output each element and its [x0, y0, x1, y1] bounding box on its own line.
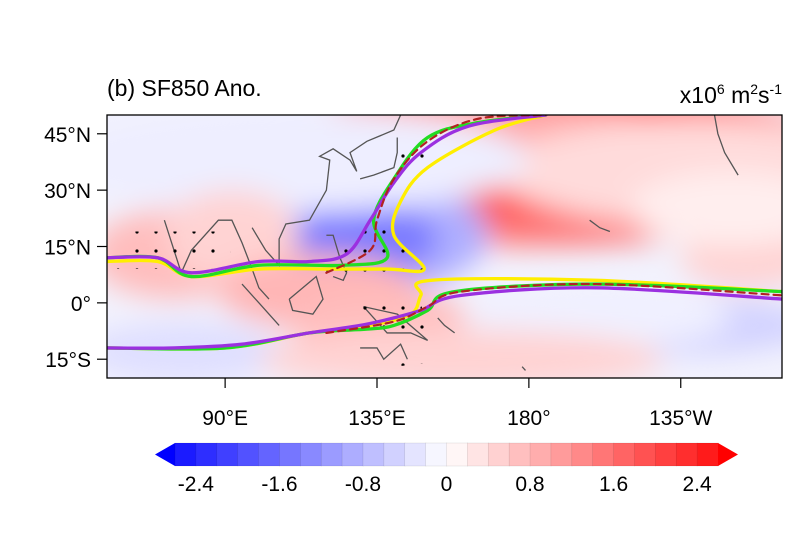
- colorbar: -2.4 -1.6 -0.8 0 0.8 1.6 2.4: [155, 442, 738, 496]
- colorbar-box: [237, 442, 260, 467]
- colorbar-box: [174, 442, 197, 467]
- colorbar-box: [634, 442, 656, 467]
- colorbar-label: 1.6: [599, 473, 628, 496]
- units-label: x106 m2s-1: [680, 81, 782, 108]
- coastline-11: [521, 366, 526, 371]
- y-tick-label: 30°N: [44, 180, 91, 203]
- colorbar-box: [341, 442, 364, 467]
- colorbar-box: [508, 442, 531, 467]
- contour-dashed-red-0: [325, 115, 547, 274]
- coastline-4: [288, 275, 324, 315]
- colorbar-box: [320, 442, 343, 467]
- y-tick-label: 0°: [71, 293, 91, 316]
- contour-dashed-red-1: [325, 282, 782, 335]
- colorbar-box: [279, 442, 301, 467]
- colorbar-low-triangle: [155, 443, 175, 466]
- colorbar-box: [446, 442, 468, 467]
- contour-green-0: [107, 115, 548, 279]
- y-tick-label: 45°N: [44, 124, 91, 147]
- colorbar-box: [529, 442, 552, 467]
- colorbar-label: 0.8: [515, 473, 544, 496]
- colorbar-box: [696, 442, 719, 467]
- colorbar-box: [571, 442, 594, 467]
- contour-purple-0: [107, 115, 548, 275]
- colorbar-box: [487, 442, 510, 467]
- coastline-10: [437, 317, 456, 334]
- contour-purple-1: [107, 286, 782, 350]
- map-plot: [107, 115, 782, 378]
- colorbar-label: -2.4: [178, 473, 215, 496]
- colorbar-box: [300, 442, 322, 467]
- y-tick-label: 15°S: [45, 349, 91, 372]
- x-axis: 90°E 135°E 180° 135°W: [202, 378, 713, 430]
- stipple-region-4: [393, 347, 428, 367]
- stipple-region-0: [117, 231, 232, 270]
- chart-title: (b) SF850 Ano.: [107, 75, 262, 101]
- colorbar-box: [216, 442, 239, 467]
- x-tick-label: 135°W: [649, 407, 712, 430]
- colorbar-box: [550, 442, 573, 467]
- colorbar-box: [258, 442, 281, 467]
- colorbar-box: [613, 442, 636, 467]
- colorbar-label: -0.8: [345, 473, 381, 496]
- colorbar-box: [592, 442, 615, 467]
- colorbar-box: [655, 442, 677, 467]
- y-tick-label: 15°N: [44, 237, 91, 260]
- contour-lines: [107, 115, 782, 351]
- colorbar-box: [675, 442, 698, 467]
- coastline-3: [241, 283, 280, 326]
- coastline-8: [713, 115, 739, 176]
- anomaly-blob-16: [630, 171, 782, 247]
- colorbar-box: [195, 442, 218, 467]
- colorbar-label: 2.4: [683, 473, 713, 496]
- colorbar-box: [404, 442, 427, 467]
- coastlines: [163, 115, 739, 371]
- colorbar-box: [467, 442, 489, 467]
- colorbar-label: -1.6: [261, 473, 297, 496]
- anomaly-blob-14: [258, 329, 664, 378]
- x-tick-label: 90°E: [202, 407, 248, 430]
- anomaly-blob-6: [107, 115, 529, 213]
- anomaly-blob-11: [107, 321, 286, 378]
- colorbar-box: [362, 442, 385, 467]
- colorbar-box: [383, 442, 406, 467]
- y-axis: 45°N 30°N 15°N 0° 15°S: [44, 124, 107, 372]
- colorbar-high-triangle: [718, 443, 738, 466]
- colorbar-box: [425, 442, 448, 467]
- coastline-7: [360, 343, 408, 361]
- colorbar-label: 0: [441, 473, 453, 496]
- coastline-9: [589, 219, 611, 233]
- x-tick-label: 135°E: [348, 407, 405, 430]
- x-tick-label: 180°: [507, 407, 550, 430]
- coastline-1: [251, 115, 402, 267]
